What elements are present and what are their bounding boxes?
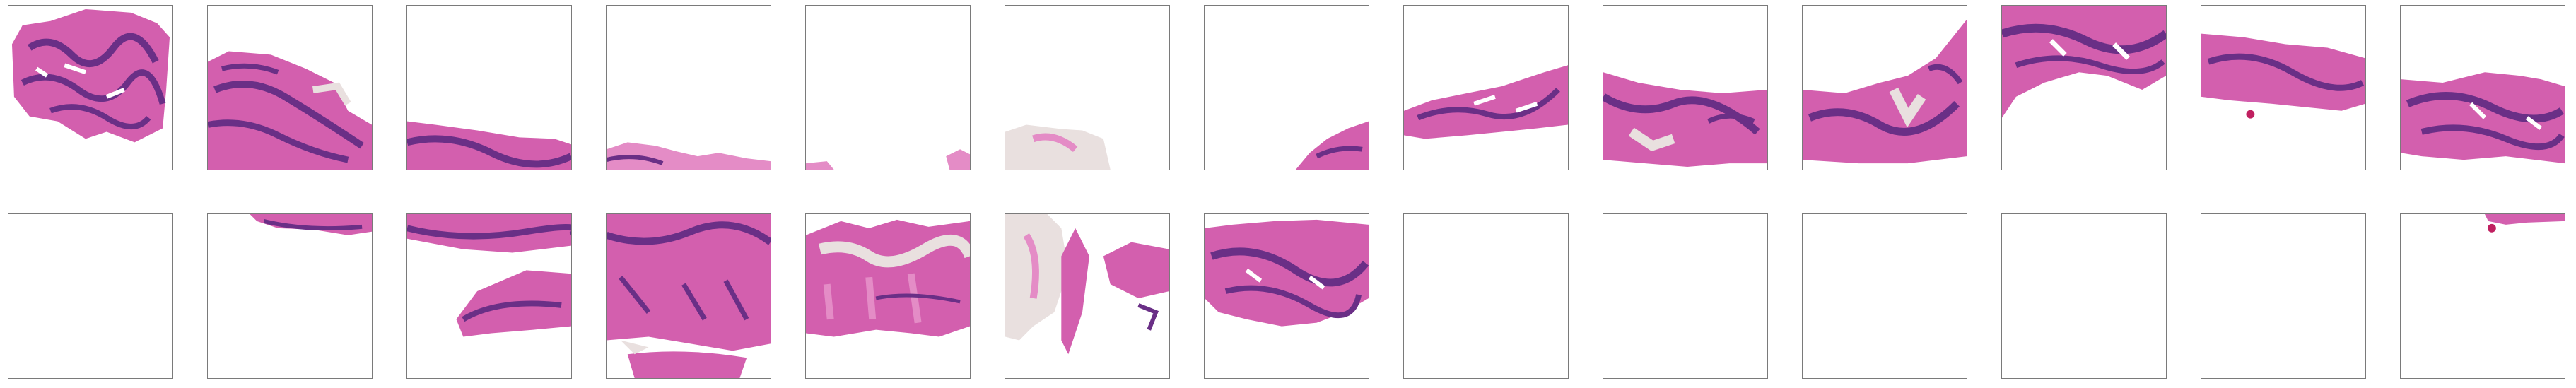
tile-r2c6	[1005, 213, 1170, 379]
tissue-image	[607, 142, 771, 170]
tissue-image	[2002, 6, 2166, 118]
tissue-image	[806, 149, 970, 170]
tissue-image	[208, 51, 372, 170]
tile-r1c2	[207, 5, 373, 170]
tile-r1c12	[2201, 5, 2366, 170]
tissue-image	[1005, 124, 1111, 170]
tile-r2c7	[1204, 213, 1369, 379]
tile-r2c2	[207, 213, 373, 379]
tile-r2c4	[606, 213, 771, 379]
tissue-image	[2201, 33, 2365, 119]
tissue-image	[1404, 65, 1568, 139]
tile-r1c11	[2001, 5, 2167, 170]
tissue-image	[407, 121, 571, 170]
tissue-image	[2401, 72, 2565, 164]
tissue-image	[1005, 214, 1169, 355]
tile-r2c12	[2201, 213, 2366, 379]
tile-r1c5	[805, 5, 971, 170]
tile-r1c7	[1204, 5, 1369, 170]
tile-r2c10	[1802, 213, 1967, 379]
tile-r1c9	[1603, 5, 1768, 170]
tissue-image	[250, 214, 372, 235]
tissue-image	[806, 219, 970, 337]
tissue-image	[407, 214, 571, 337]
tissue-image	[2002, 214, 2166, 378]
tile-r2c1	[8, 213, 173, 379]
tile-r1c4	[606, 5, 771, 170]
tile-r2c3	[406, 213, 572, 379]
tissue-image	[2484, 214, 2565, 233]
tissue-image	[8, 214, 172, 378]
tissue-image	[1295, 121, 1369, 170]
tile-r2c11	[2001, 213, 2167, 379]
tissue-image	[11, 8, 170, 143]
tissue-image	[2201, 214, 2365, 378]
tissue-image	[1603, 214, 1767, 378]
tile-r2c5	[805, 213, 971, 379]
tile-r1c6	[1005, 5, 1170, 170]
tile-r1c1	[8, 5, 173, 170]
tissue-image	[1404, 214, 1568, 378]
tile-r1c13	[2400, 5, 2565, 170]
tissue-image	[1803, 214, 1967, 378]
tile-r1c8	[1403, 5, 1569, 170]
tile-r2c9	[1603, 213, 1768, 379]
tissue-image	[607, 214, 771, 378]
tissue-image	[1205, 219, 1369, 327]
tissue-image	[1603, 72, 1767, 167]
tissue-image	[1803, 19, 1967, 164]
tile-r1c10	[1802, 5, 1967, 170]
tile-r2c8	[1403, 213, 1569, 379]
tile-r2c13	[2400, 213, 2565, 379]
tile-r1c3	[406, 5, 572, 170]
